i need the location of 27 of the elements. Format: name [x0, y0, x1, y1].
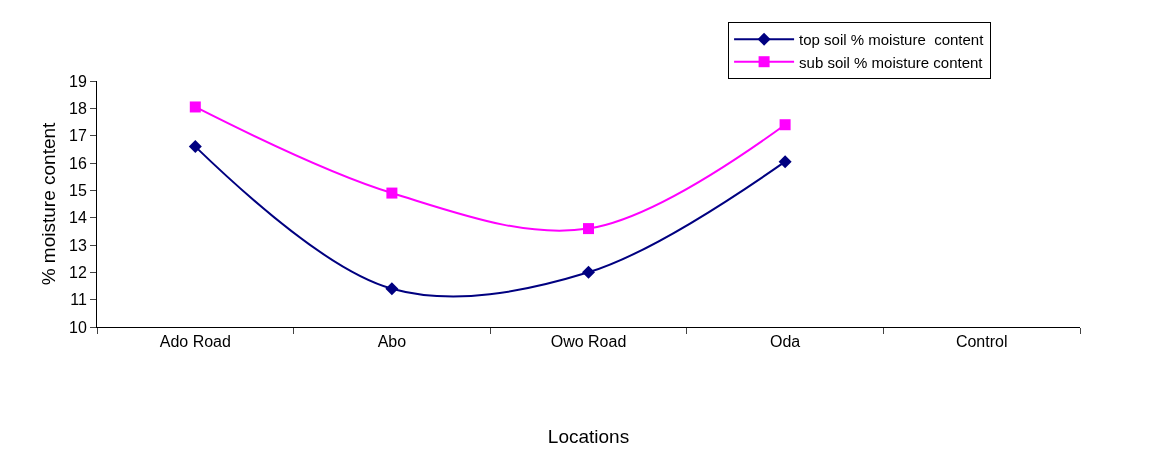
point [385, 282, 399, 296]
y-tick-label: 14 [69, 209, 87, 227]
x-tick-label: Oda [769, 333, 801, 351]
point [386, 187, 398, 199]
x-axis-title: Locations [547, 426, 630, 447]
point [189, 101, 201, 113]
legend-label: sub soil % moisture content [799, 53, 984, 71]
point [188, 140, 202, 154]
y-tick-label: 15 [69, 181, 87, 199]
point [779, 119, 791, 131]
y-tick-label: 19 [69, 72, 87, 90]
y-tick-label: 12 [69, 263, 87, 281]
x-tick-label: Abo [377, 333, 407, 351]
y-tick-label: 10 [69, 318, 87, 336]
point [582, 265, 595, 279]
x-tick-label: Ado Road [159, 333, 231, 351]
y-tick-label: 13 [69, 236, 87, 254]
legend-label: top soil % moisture content [799, 31, 985, 49]
y-tick-label: 18 [69, 99, 87, 117]
y-tick-label: 11 [70, 291, 87, 309]
point [583, 223, 594, 235]
y-tick-label: 16 [69, 154, 87, 172]
y-tick-label: 17 [69, 127, 87, 145]
x-tick-label: Control [955, 333, 1008, 351]
x-tick-label: Owo Road [550, 333, 627, 351]
point [778, 155, 792, 169]
y-axis-title: % moisture content [37, 121, 59, 286]
